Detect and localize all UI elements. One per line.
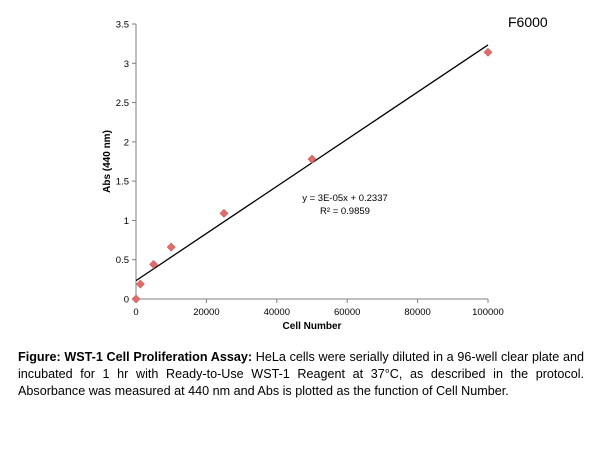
product-code-label: F6000 xyxy=(508,14,548,30)
x-tick-label: 100000 xyxy=(472,307,504,318)
data-point xyxy=(131,294,141,304)
data-point xyxy=(166,242,176,252)
data-point xyxy=(307,154,317,164)
x-tick-label: 0 xyxy=(133,307,138,318)
y-tick-label: 3.5 xyxy=(116,20,129,31)
x-tick-label: 80000 xyxy=(404,307,430,318)
figure-caption: Figure: WST-1 Cell Proliferation Assay: … xyxy=(18,349,584,400)
data-point xyxy=(483,47,493,57)
x-tick-label: 60000 xyxy=(334,307,360,318)
y-tick-label: 1.5 xyxy=(116,177,129,188)
caption-body: HeLa cells were serially diluted in a 96… xyxy=(18,350,584,398)
proliferation-chart: 0 0.5 1 1.5 2 2.5 3 3.5 0 20000 40000 60000 80000 100… xyxy=(102,20,504,333)
data-point xyxy=(149,260,159,269)
y-tick-label: 0 xyxy=(124,295,129,306)
caption-lead: Figure: WST-1 Cell Proliferation Assay: xyxy=(18,350,253,364)
x-tick-label: 20000 xyxy=(193,307,219,318)
trendline-r2: R² = 0.9859 xyxy=(320,206,370,217)
trendline-equation: y = 3E-05x + 0.2337 xyxy=(302,193,388,204)
y-tick-label: 3 xyxy=(124,59,129,70)
y-tick-label: 1 xyxy=(124,216,129,227)
data-point xyxy=(219,208,229,218)
data-point xyxy=(135,279,145,289)
y-axis-title: Abs (440 nm) xyxy=(102,130,113,193)
y-tick-label: 0.5 xyxy=(116,255,129,266)
y-tick-label: 2 xyxy=(124,137,129,148)
x-axis-title: Cell Number xyxy=(283,321,342,332)
x-tick-label: 40000 xyxy=(264,307,290,318)
y-tick-label: 2.5 xyxy=(116,98,129,109)
